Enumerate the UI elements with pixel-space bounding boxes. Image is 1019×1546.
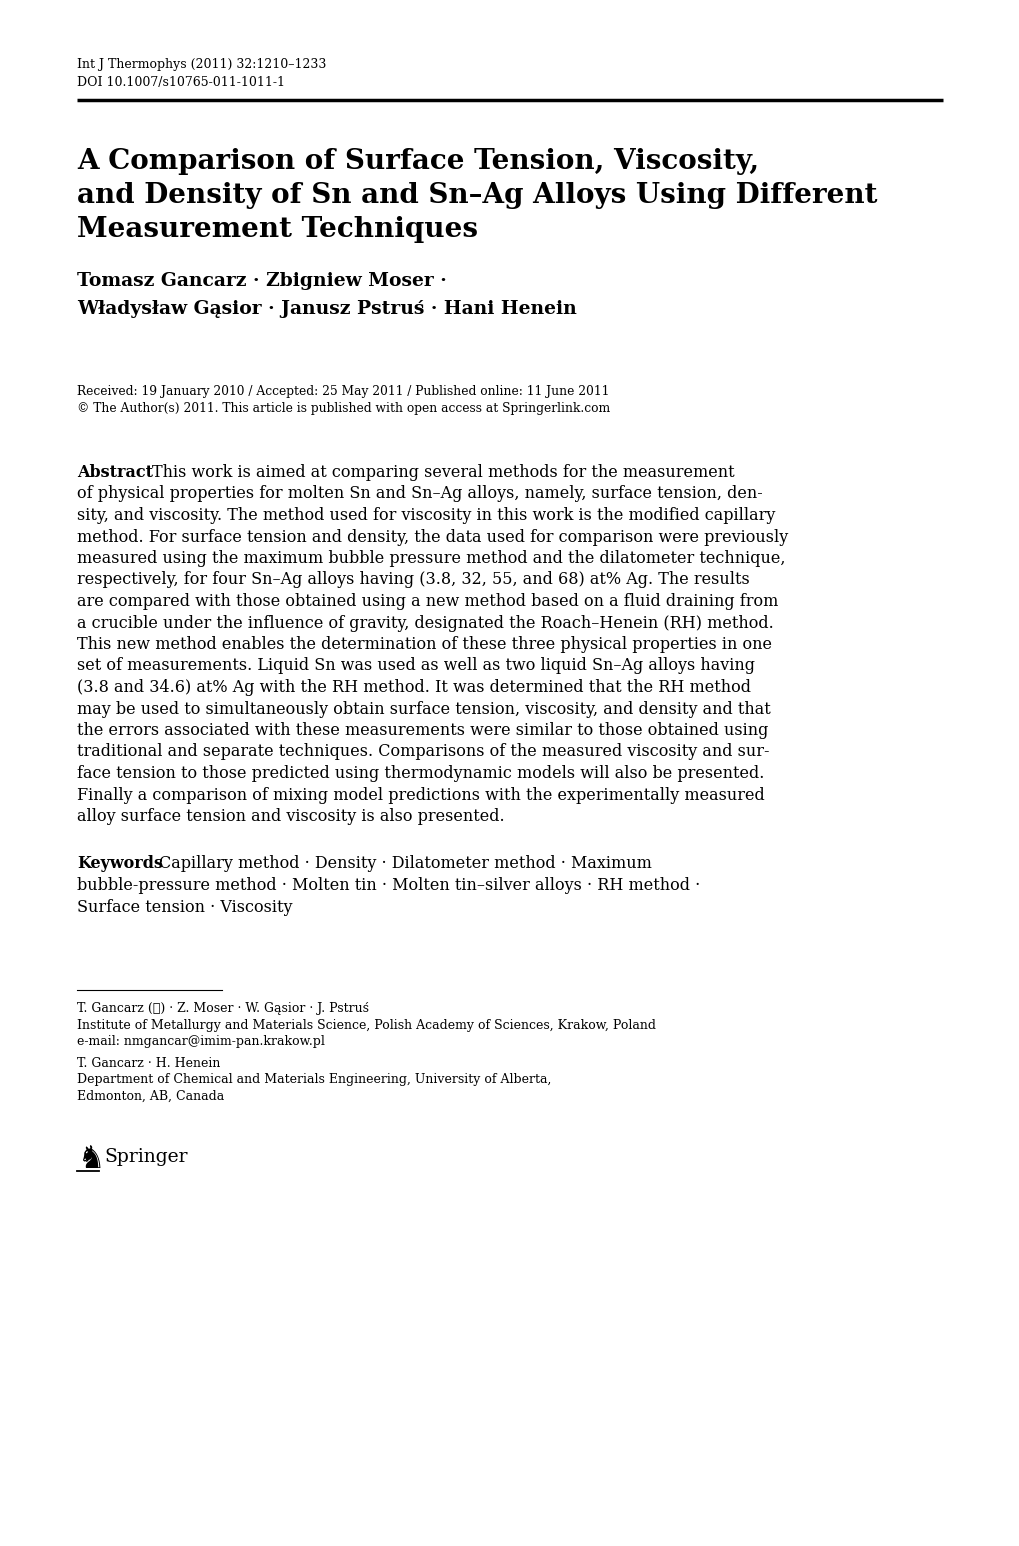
Text: Abstract: Abstract [76,464,153,481]
Text: Edmonton, AB, Canada: Edmonton, AB, Canada [76,1090,224,1102]
Text: ♞: ♞ [76,1146,104,1173]
Text: are compared with those obtained using a new method based on a fluid draining fr: are compared with those obtained using a… [76,594,777,611]
Text: sity, and viscosity. The method used for viscosity in this work is the modified : sity, and viscosity. The method used for… [76,507,774,524]
Text: Springer: Springer [104,1149,187,1166]
Text: measured using the maximum bubble pressure method and the dilatometer technique,: measured using the maximum bubble pressu… [76,550,785,567]
Text: may be used to simultaneously obtain surface tension, viscosity, and density and: may be used to simultaneously obtain sur… [76,700,770,717]
Text: Capillary method · Density · Dilatometer method · Maximum: Capillary method · Density · Dilatometer… [159,855,651,872]
Text: and Density of Sn and Sn–Ag Alloys Using Different: and Density of Sn and Sn–Ag Alloys Using… [76,182,876,209]
Text: Measurement Techniques: Measurement Techniques [76,216,478,243]
Text: This new method enables the determination of these three physical properties in : This new method enables the determinatio… [76,635,771,652]
Text: the errors associated with these measurements were similar to those obtained usi: the errors associated with these measure… [76,722,767,739]
Text: set of measurements. Liquid Sn was used as well as two liquid Sn–Ag alloys havin: set of measurements. Liquid Sn was used … [76,657,754,674]
Text: Finally a comparison of mixing model predictions with the experimentally measure: Finally a comparison of mixing model pre… [76,787,764,804]
Text: e-mail: nmgancar@imim-pan.krakow.pl: e-mail: nmgancar@imim-pan.krakow.pl [76,1034,325,1048]
Text: Department of Chemical and Materials Engineering, University of Alberta,: Department of Chemical and Materials Eng… [76,1073,551,1087]
Text: bubble-pressure method · Molten tin · Molten tin–silver alloys · RH method ·: bubble-pressure method · Molten tin · Mo… [76,877,700,894]
Text: Władysław Gąsior · Janusz Pstruś · Hani Henein: Władysław Gąsior · Janusz Pstruś · Hani … [76,300,576,318]
Text: method. For surface tension and density, the data used for comparison were previ: method. For surface tension and density,… [76,529,788,546]
Text: traditional and separate techniques. Comparisons of the measured viscosity and s: traditional and separate techniques. Com… [76,744,768,761]
Text: © The Author(s) 2011. This article is published with open access at Springerlink: © The Author(s) 2011. This article is pu… [76,402,609,414]
Text: Tomasz Gancarz · Zbigniew Moser ·: Tomasz Gancarz · Zbigniew Moser · [76,272,446,291]
Text: A Comparison of Surface Tension, Viscosity,: A Comparison of Surface Tension, Viscosi… [76,148,758,175]
Text: a crucible under the influence of gravity, designated the Roach–Henein (RH) meth: a crucible under the influence of gravit… [76,614,773,631]
Text: Received: 19 January 2010 / Accepted: 25 May 2011 / Published online: 11 June 20: Received: 19 January 2010 / Accepted: 25… [76,385,608,397]
Text: T. Gancarz · H. Henein: T. Gancarz · H. Henein [76,1057,220,1070]
Text: T. Gancarz (✉) · Z. Moser · W. Gąsior · J. Pstruś: T. Gancarz (✉) · Z. Moser · W. Gąsior · … [76,1002,369,1016]
Text: DOI 10.1007/s10765-011-1011-1: DOI 10.1007/s10765-011-1011-1 [76,76,284,90]
Text: Int J Thermophys (2011) 32:1210–1233: Int J Thermophys (2011) 32:1210–1233 [76,59,326,71]
Text: (3.8 and 34.6) at% Ag with the RH method. It was determined that the RH method: (3.8 and 34.6) at% Ag with the RH method… [76,679,750,696]
Text: of physical properties for molten Sn and Sn–Ag alloys, namely, surface tension, : of physical properties for molten Sn and… [76,485,762,502]
Text: face tension to those predicted using thermodynamic models will also be presente: face tension to those predicted using th… [76,765,763,782]
Text: alloy surface tension and viscosity is also presented.: alloy surface tension and viscosity is a… [76,809,504,826]
Text: respectively, for four Sn–Ag alloys having (3.8, 32, 55, and 68) at% Ag. The res: respectively, for four Sn–Ag alloys havi… [76,572,749,589]
Text: Keywords: Keywords [76,855,163,872]
Text: This work is aimed at comparing several methods for the measurement: This work is aimed at comparing several … [152,464,734,481]
Text: Surface tension · Viscosity: Surface tension · Viscosity [76,898,292,915]
Text: Institute of Metallurgy and Materials Science, Polish Academy of Sciences, Krako: Institute of Metallurgy and Materials Sc… [76,1019,655,1031]
